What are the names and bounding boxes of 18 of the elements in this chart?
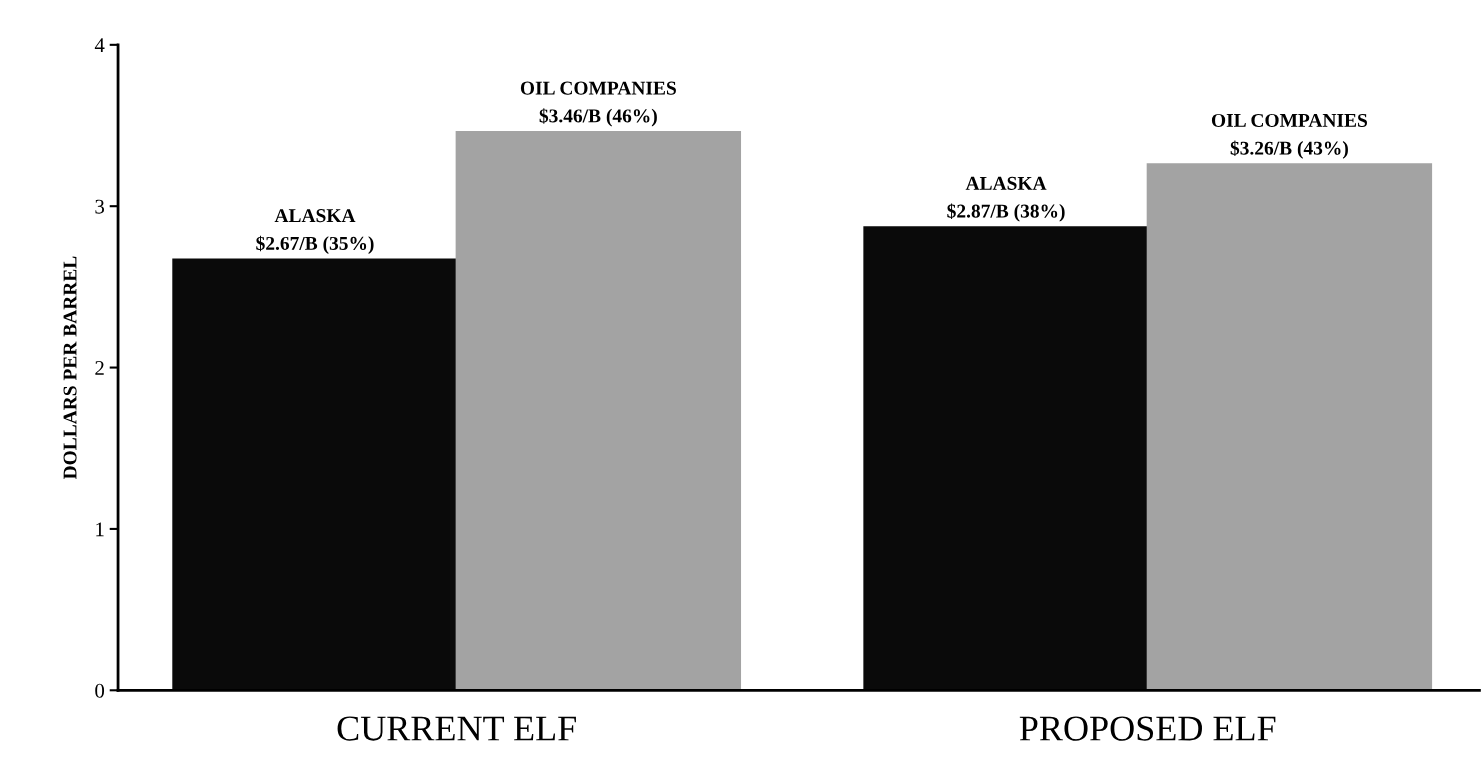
y-tick-label: 2 (95, 360, 104, 375)
data-label: $2.67/B (35%) (256, 235, 374, 254)
y-tick-label: 1 (96, 522, 104, 537)
data-label: $3.46/B (46%) (539, 108, 657, 127)
y-tick-label: 0 (95, 683, 105, 698)
text: OIL COMPANIES (1211, 113, 1367, 127)
series-label: OIL COMPANIES (520, 81, 676, 95)
bar (1146, 163, 1433, 691)
text: ALASKA (965, 176, 1047, 190)
y-tick-label: 4 (94, 38, 105, 53)
y-tick-label: 3 (95, 199, 105, 214)
data-label: $2.87/B (38%) (947, 203, 1065, 222)
series-label: ALASKA (274, 209, 356, 223)
x-tick-label: PROPOSED ELF (1019, 716, 1276, 741)
bar (455, 130, 742, 691)
y-axis-title: DOLLARS PER BARREL (63, 256, 77, 480)
x-tick-label: CURRENT ELF (337, 716, 576, 741)
data-label: $3.26/B (43%) (1230, 140, 1348, 159)
